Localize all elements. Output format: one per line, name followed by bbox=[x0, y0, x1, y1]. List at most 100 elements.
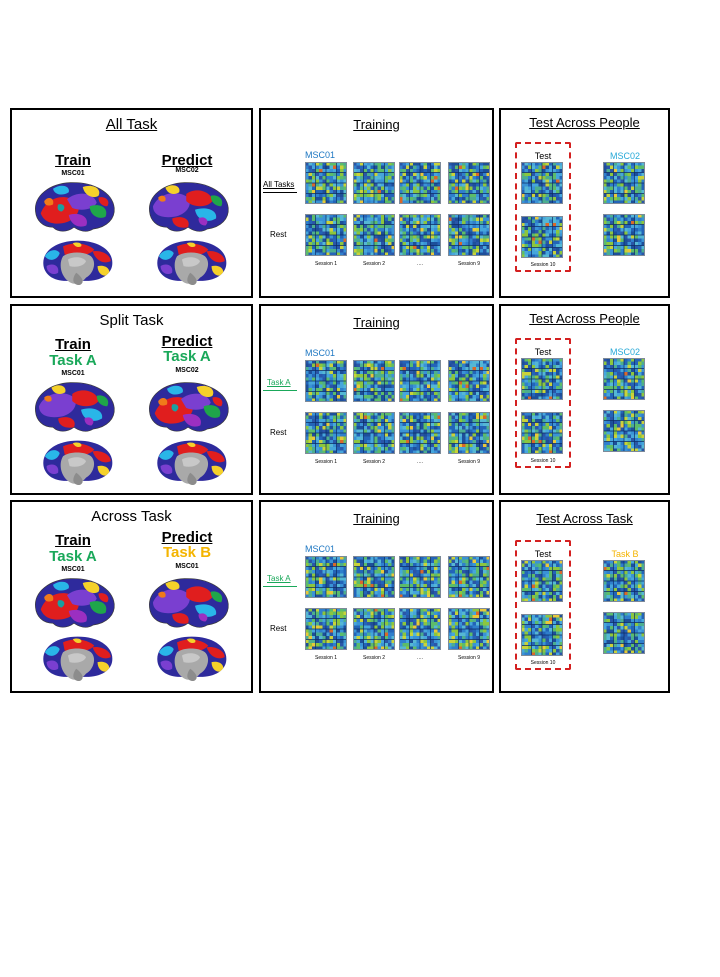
left-panel-title: Split Task bbox=[99, 312, 164, 329]
connectivity-matrix-icon bbox=[399, 556, 441, 598]
left-panel-title: Across Task bbox=[91, 508, 172, 525]
training-title: Training bbox=[353, 315, 400, 330]
connectivity-matrix-icon bbox=[305, 608, 347, 650]
connectivity-matrix-icon bbox=[353, 412, 395, 454]
test-session-label: Session 10 bbox=[530, 660, 556, 666]
connectivity-matrix-icon bbox=[603, 612, 645, 654]
connectivity-matrix-icon bbox=[305, 162, 347, 204]
connectivity-matrix-icon bbox=[603, 162, 645, 204]
test-label: Test bbox=[534, 151, 552, 161]
train-brain-medial-icon bbox=[40, 634, 114, 682]
train-subject-label: MSC01 bbox=[61, 370, 85, 377]
connectivity-matrix-icon bbox=[448, 214, 490, 256]
train-brain-lateral-icon bbox=[32, 180, 116, 236]
connectivity-matrix-icon bbox=[448, 412, 490, 454]
test-session-label: Session 10 bbox=[530, 262, 556, 268]
predict-brain-medial-icon bbox=[154, 634, 228, 682]
test-dashed-box bbox=[515, 338, 571, 468]
training-title: Training bbox=[353, 117, 400, 132]
row1-side-label: Task A bbox=[267, 378, 291, 387]
test-label: Test bbox=[534, 347, 552, 357]
session-label: Session 2 bbox=[363, 655, 385, 661]
row2-side-label: Rest bbox=[270, 428, 287, 437]
row2-side-label: Rest bbox=[270, 230, 287, 239]
test-title: Test Across People bbox=[529, 115, 640, 130]
session-label: …. bbox=[416, 261, 424, 267]
target-label: MSC02 bbox=[609, 151, 640, 161]
predict-header: Predict bbox=[161, 333, 213, 350]
predict-brain-lateral-icon bbox=[146, 576, 230, 632]
train-brain-medial-icon bbox=[40, 438, 114, 486]
session-label: Session 1 bbox=[315, 459, 337, 465]
test-dashed-box bbox=[515, 540, 571, 670]
session-label: Session 1 bbox=[315, 261, 337, 267]
test-title: Test Across Task bbox=[536, 511, 633, 526]
row2-side-label: Rest bbox=[270, 624, 287, 633]
panel-right-0: Test Across People Test Session 10 MSC02 bbox=[499, 108, 670, 298]
predict-subject-label: MSC02 bbox=[175, 367, 199, 374]
connectivity-matrix-icon bbox=[448, 608, 490, 650]
train-task-label: Task A bbox=[49, 548, 97, 565]
session-label: …. bbox=[416, 655, 424, 661]
connectivity-matrix-icon bbox=[353, 608, 395, 650]
train-task-label: Task A bbox=[49, 352, 97, 369]
test-session-label: Session 10 bbox=[530, 458, 556, 464]
row1-side-underline bbox=[263, 390, 297, 391]
connectivity-matrix-icon bbox=[399, 214, 441, 256]
panel-left-2: Across Task Train Predict Task A Task B MSC01… bbox=[10, 500, 253, 693]
train-brain-lateral-icon bbox=[32, 576, 116, 632]
connectivity-matrix-icon bbox=[603, 358, 645, 400]
session-label: Session 1 bbox=[315, 655, 337, 661]
row1-side-underline bbox=[263, 192, 297, 193]
row1-side-label: Task A bbox=[267, 574, 291, 583]
connectivity-matrix-icon bbox=[521, 614, 563, 656]
train-header: Train bbox=[55, 532, 91, 549]
panel-middle-0: Training MSC01 All Tasks Rest Session 1 Sessi… bbox=[259, 108, 494, 298]
panel-left-0: All Task Train Predict MSC01 MSC02 bbox=[10, 108, 253, 298]
connectivity-matrix-icon bbox=[353, 360, 395, 402]
target-label: MSC02 bbox=[609, 347, 640, 357]
connectivity-matrix-icon bbox=[521, 560, 563, 602]
connectivity-matrix-icon bbox=[448, 162, 490, 204]
predict-subject-label: MSC02 bbox=[175, 167, 199, 174]
connectivity-matrix-icon bbox=[399, 162, 441, 204]
test-label: Test bbox=[534, 549, 552, 559]
row1-side-underline bbox=[263, 586, 297, 587]
panel-middle-2: Training MSC01 Task A Rest Session 1 Session … bbox=[259, 500, 494, 693]
train-brain-lateral-icon bbox=[32, 380, 116, 436]
training-title: Training bbox=[353, 511, 400, 526]
connectivity-matrix-icon bbox=[521, 358, 563, 400]
session-label: Session 9 bbox=[458, 261, 480, 267]
connectivity-matrix-icon bbox=[353, 214, 395, 256]
connectivity-matrix-icon bbox=[448, 360, 490, 402]
predict-brain-medial-icon bbox=[154, 238, 228, 286]
session-label: Session 9 bbox=[458, 655, 480, 661]
connectivity-matrix-icon bbox=[399, 360, 441, 402]
training-subject-label: MSC01 bbox=[305, 348, 336, 358]
connectivity-matrix-icon bbox=[521, 216, 563, 258]
panel-left-1: Split Task Train Predict Task A Task A MSC01 M… bbox=[10, 304, 253, 495]
connectivity-matrix-icon bbox=[521, 162, 563, 204]
predict-brain-lateral-icon bbox=[146, 380, 230, 436]
connectivity-matrix-icon bbox=[399, 412, 441, 454]
panel-middle-1: Training MSC01 Task A Rest Session 1 Session … bbox=[259, 304, 494, 495]
left-panel-title: All Task bbox=[105, 116, 158, 133]
training-subject-label: MSC01 bbox=[305, 150, 336, 160]
connectivity-matrix-icon bbox=[603, 214, 645, 256]
train-brain-medial-icon bbox=[40, 238, 114, 286]
predict-header: Predict bbox=[161, 152, 213, 169]
train-subject-label: MSC01 bbox=[61, 566, 85, 573]
predict-brain-medial-icon bbox=[154, 438, 228, 486]
train-header: Train bbox=[55, 336, 91, 353]
session-label: …. bbox=[416, 459, 424, 465]
predict-header: Predict bbox=[161, 529, 213, 546]
target-label: Task B bbox=[611, 549, 639, 559]
connectivity-matrix-icon bbox=[353, 162, 395, 204]
connectivity-matrix-icon bbox=[305, 214, 347, 256]
connectivity-matrix-icon bbox=[521, 412, 563, 454]
connectivity-matrix-icon bbox=[448, 556, 490, 598]
train-subject-label: MSC01 bbox=[61, 170, 85, 177]
test-dashed-box bbox=[515, 142, 571, 272]
predict-brain-lateral-icon bbox=[146, 180, 230, 236]
test-title: Test Across People bbox=[529, 311, 640, 326]
